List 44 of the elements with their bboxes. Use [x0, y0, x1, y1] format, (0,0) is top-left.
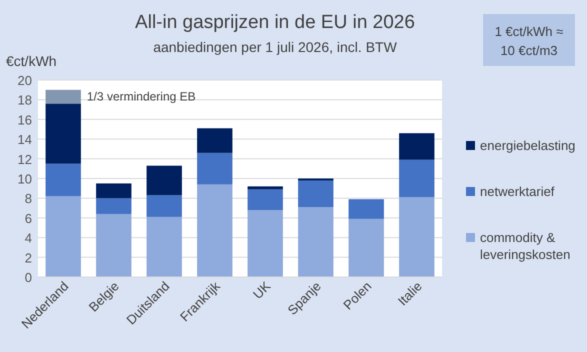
- bar: [348, 218, 384, 277]
- y-tick-label: 14: [18, 132, 32, 148]
- bar: [197, 128, 232, 153]
- bar: [46, 164, 81, 196]
- bar: [248, 186, 283, 190]
- bar: [399, 197, 434, 277]
- bar: [96, 214, 132, 277]
- legend-label: energiebelasting: [480, 138, 576, 153]
- y-tick-label: 8: [24, 191, 32, 206]
- y-tick-label: 6: [24, 210, 32, 226]
- y-tick-label: 0: [24, 270, 32, 285]
- legend-label: netwerktarief: [480, 184, 555, 199]
- bar: [46, 90, 81, 104]
- bar: [399, 133, 434, 160]
- text: 1 €ct/kWh ≈ 10 €ct/m3: [494, 24, 564, 58]
- chart-title: All-in gasprijzen in de EU in 2026: [135, 12, 415, 33]
- bar: [96, 198, 132, 214]
- y-tick-label: 10: [18, 172, 32, 186]
- bar: [399, 160, 434, 198]
- chart-subtitle: aanbiedingen per 1 juli 2026, incl. BTW: [153, 39, 398, 55]
- y-tick-label: 4: [24, 230, 32, 246]
- y-tick-label: 2: [24, 250, 32, 266]
- bar: [248, 210, 283, 277]
- bar: [46, 196, 81, 277]
- bar: [146, 195, 182, 217]
- bar: [348, 199, 384, 219]
- bar: [96, 183, 132, 198]
- bar: [298, 180, 334, 208]
- legend-label: commodity & leveringskosten: [480, 230, 570, 262]
- y-tick-label: 20: [18, 73, 32, 88]
- y-axis-title: €ct/kWh: [6, 53, 57, 69]
- bar: [298, 207, 334, 277]
- bar: [197, 184, 232, 277]
- bar: [248, 189, 283, 210]
- bar: [197, 152, 232, 184]
- bar: [46, 104, 81, 164]
- x-tick-label: UK: [250, 278, 274, 302]
- y-tick-label: 16: [18, 112, 32, 128]
- bar: [146, 216, 182, 277]
- x-tick-label: Italie: [394, 278, 425, 309]
- y-tick-label: 12: [18, 152, 32, 167]
- bar: [146, 166, 182, 196]
- series-label: 1/3 vermindering EB: [86, 90, 196, 104]
- y-tick-label: 18: [18, 92, 32, 108]
